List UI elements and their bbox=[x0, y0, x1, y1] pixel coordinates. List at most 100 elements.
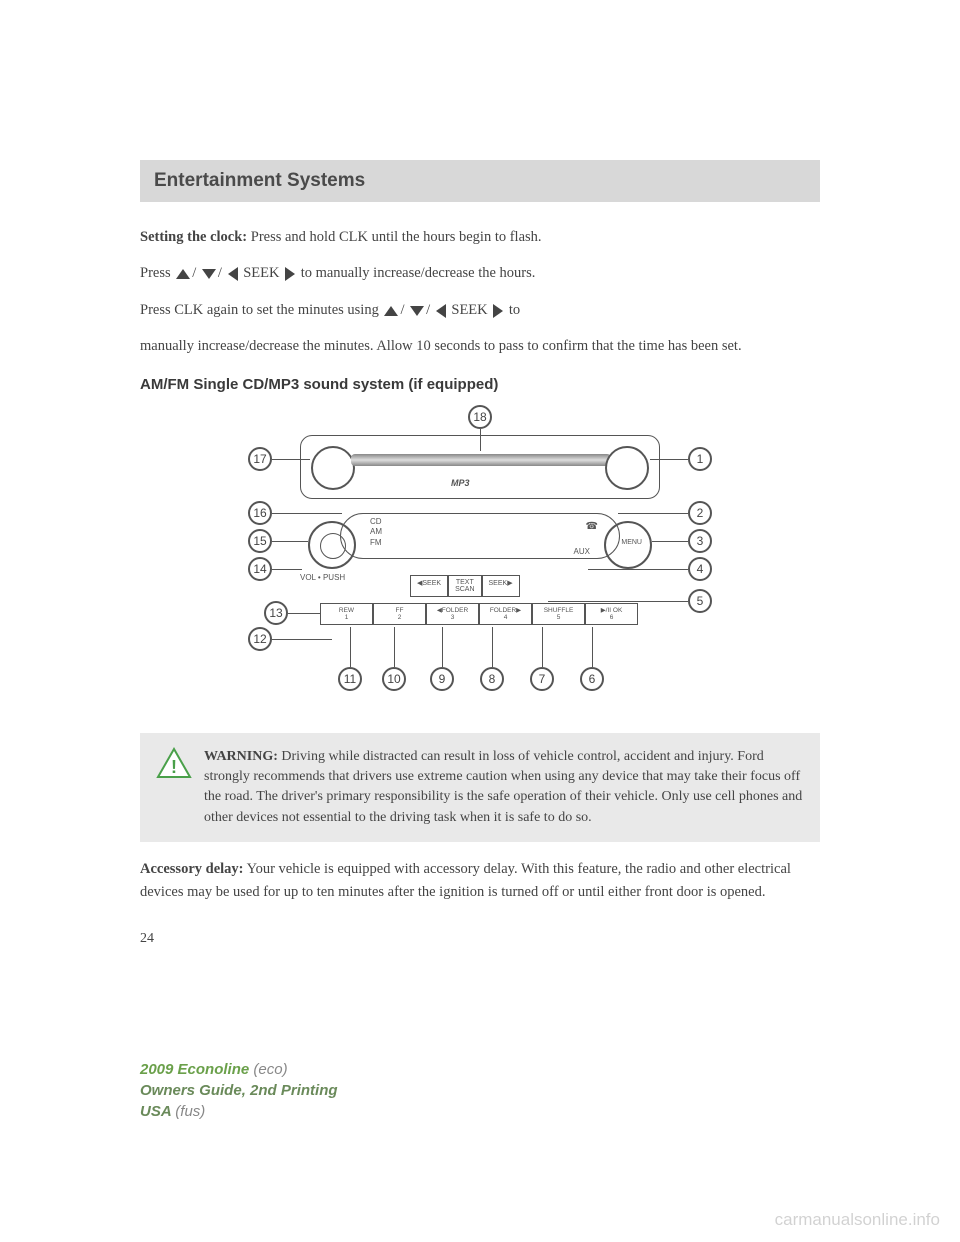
lead-line bbox=[618, 513, 688, 514]
lead-line bbox=[650, 459, 688, 460]
section-title: Entertainment Systems bbox=[154, 170, 806, 192]
seek-word: SEEK bbox=[243, 265, 279, 281]
lead-line bbox=[272, 569, 302, 570]
subsection-heading: AM/FM Single CD/MP3 sound system (if equ… bbox=[140, 376, 820, 393]
callout-3: 3 bbox=[688, 529, 712, 553]
radio-body: MP3 VOL • PUSH CD AM FM AUX MENU ☎ ◀SEEK… bbox=[300, 435, 660, 635]
eject-knob-left bbox=[311, 446, 355, 490]
preset-5: SHUFFLE5 bbox=[532, 603, 585, 625]
seek-left-button: ◀SEEK bbox=[410, 575, 448, 597]
accessory-para: Accessory delay: Your vehicle is equippe… bbox=[140, 858, 820, 903]
press-word: Press bbox=[140, 265, 171, 281]
footer: 2009 Econoline (eco) Owners Guide, 2nd P… bbox=[140, 1059, 338, 1122]
preset-6: ▶/II OK6 bbox=[585, 603, 638, 625]
callout-14: 14 bbox=[248, 557, 272, 581]
warning-text: WARNING: Driving while distracted can re… bbox=[204, 747, 804, 828]
clock-para-2: Press / / SEEK to manually increase/decr… bbox=[140, 262, 820, 284]
lead-line bbox=[588, 569, 688, 570]
seek-row: ◀SEEK TEXT SCAN SEEK▶ bbox=[410, 575, 520, 597]
lead-line bbox=[480, 429, 481, 451]
am-label: AM bbox=[370, 527, 382, 537]
callout-10: 10 bbox=[382, 667, 406, 691]
seek-right-button: SEEK▶ bbox=[482, 575, 520, 597]
phone-icon: ☎ bbox=[586, 521, 598, 532]
preset-1: REW1 bbox=[320, 603, 373, 625]
text-scan-button: TEXT SCAN bbox=[448, 575, 481, 597]
callout-9: 9 bbox=[430, 667, 454, 691]
warning-body: Driving while distracted can result in l… bbox=[204, 749, 802, 825]
menu-label: MENU bbox=[621, 539, 642, 546]
preset-2: FF2 bbox=[373, 603, 426, 625]
footer-region-line: USA (fus) bbox=[140, 1101, 338, 1122]
mp3-badge: MP3 bbox=[451, 478, 470, 488]
preset-3: ◀FOLDER3 bbox=[426, 603, 479, 625]
callout-4: 4 bbox=[688, 557, 712, 581]
clock-label: Setting the clock: bbox=[140, 229, 247, 245]
callout-17: 17 bbox=[248, 447, 272, 471]
triangle-up-icon bbox=[384, 306, 398, 316]
lead-line bbox=[288, 613, 320, 614]
warning-box: ! WARNING: Driving while distracted can … bbox=[140, 733, 820, 842]
callout-5: 5 bbox=[688, 589, 712, 613]
triangle-right-icon bbox=[285, 267, 295, 281]
footer-region-sub: (fus) bbox=[175, 1103, 205, 1120]
triangle-up-icon bbox=[176, 269, 190, 279]
footer-model: 2009 Econoline bbox=[140, 1061, 249, 1078]
band-labels: CD AM FM bbox=[370, 517, 382, 548]
footer-guide: Owners Guide, 2nd Printing bbox=[140, 1080, 338, 1101]
callout-13: 13 bbox=[264, 601, 288, 625]
callout-2: 2 bbox=[688, 501, 712, 525]
triangle-left-icon bbox=[436, 304, 446, 318]
seek-word-2: SEEK bbox=[451, 302, 487, 318]
clock-text-3c: to bbox=[509, 302, 520, 318]
callout-12: 12 bbox=[248, 627, 272, 651]
clock-text-2: to manually increase/decrease the hours. bbox=[301, 265, 536, 281]
lead-line bbox=[272, 459, 310, 460]
clock-para-4: manually increase/decrease the minutes. … bbox=[140, 335, 820, 357]
lead-line bbox=[652, 541, 688, 542]
lead-line bbox=[592, 627, 593, 667]
page-number: 24 bbox=[140, 931, 820, 947]
cd-slot bbox=[351, 454, 611, 466]
section-header-bar: Entertainment Systems bbox=[140, 160, 820, 202]
footer-region: USA bbox=[140, 1103, 171, 1120]
lead-line bbox=[542, 627, 543, 667]
lead-line bbox=[350, 627, 351, 667]
radio-diagram: MP3 VOL • PUSH CD AM FM AUX MENU ☎ ◀SEEK… bbox=[220, 405, 740, 705]
tune-knob-right bbox=[605, 446, 649, 490]
warning-label: WARNING: bbox=[204, 749, 278, 764]
callout-1: 1 bbox=[688, 447, 712, 471]
accessory-label: Accessory delay: bbox=[140, 861, 243, 877]
fm-label: FM bbox=[370, 538, 382, 548]
lead-line bbox=[394, 627, 395, 667]
lead-line bbox=[272, 513, 342, 514]
volume-label: VOL • PUSH bbox=[300, 573, 345, 582]
svg-text:!: ! bbox=[171, 757, 177, 777]
cd-label: CD bbox=[370, 517, 382, 527]
clock-text-1: Press and hold CLK until the hours begin… bbox=[251, 229, 542, 245]
watermark: carmanualsonline.info bbox=[775, 1210, 940, 1230]
callout-16: 16 bbox=[248, 501, 272, 525]
clock-para-1: Setting the clock: Press and hold CLK un… bbox=[140, 226, 820, 248]
manual-page: Entertainment Systems Setting the clock:… bbox=[0, 0, 960, 947]
callout-18: 18 bbox=[468, 405, 492, 429]
callout-6: 6 bbox=[580, 667, 604, 691]
triangle-left-icon bbox=[228, 267, 238, 281]
callout-8: 8 bbox=[480, 667, 504, 691]
callout-11: 11 bbox=[338, 667, 362, 691]
callout-15: 15 bbox=[248, 529, 272, 553]
clock-text-3a: Press CLK again to set the minutes using bbox=[140, 302, 379, 318]
footer-model-sub: (eco) bbox=[253, 1061, 287, 1078]
aux-label: AUX bbox=[574, 547, 590, 556]
triangle-right-icon bbox=[493, 304, 503, 318]
lead-line bbox=[272, 639, 332, 640]
lead-line bbox=[272, 541, 308, 542]
triangle-down-icon bbox=[410, 306, 424, 316]
preset-4: FOLDER▶4 bbox=[479, 603, 532, 625]
callout-7: 7 bbox=[530, 667, 554, 691]
clock-para-3: Press CLK again to set the minutes using… bbox=[140, 299, 820, 321]
lead-line bbox=[492, 627, 493, 667]
preset-row: REW1 FF2 ◀FOLDER3 FOLDER▶4 SHUFFLE5 ▶/II… bbox=[320, 603, 638, 625]
warning-triangle-icon: ! bbox=[156, 747, 192, 779]
lead-line bbox=[548, 601, 688, 602]
